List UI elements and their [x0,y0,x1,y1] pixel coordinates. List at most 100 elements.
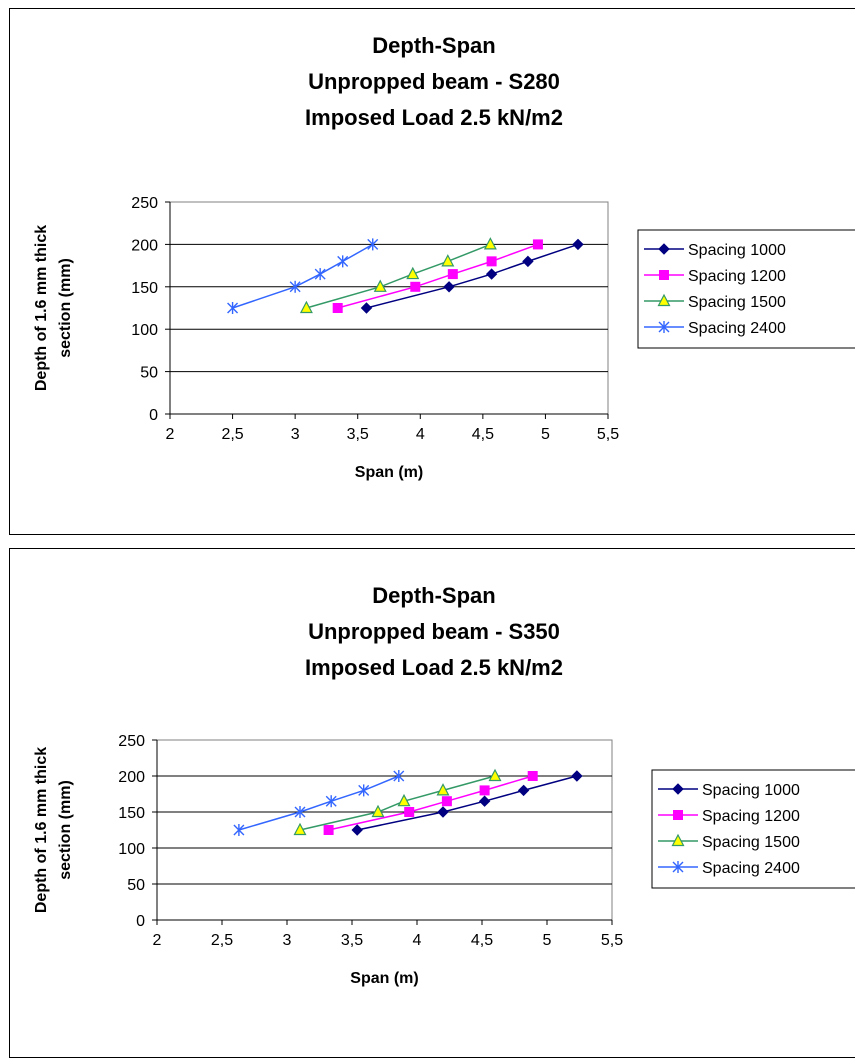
chart-title-line: Unpropped beam - S350 [308,619,560,644]
legend-item: Spacing 2400 [644,320,786,337]
x-tick-label: 2 [153,932,162,949]
data-point [441,254,455,267]
data-point [314,268,326,281]
data-point [522,255,534,268]
y-tick-label: 150 [131,280,158,297]
legend-marker [658,321,670,333]
legend-item: Spacing 1000 [644,242,786,259]
data-point [517,784,530,797]
chart-panel-s350: Depth-Span Unpropped beam - S350 Imposed L… [9,548,855,1058]
data-point [358,784,370,797]
series-group [332,239,543,313]
series-group [227,238,379,314]
data-point [289,280,301,293]
legend-item: Spacing 1500 [658,833,800,851]
x-tick-label: 2,5 [221,426,243,443]
chart-title-line: Unpropped beam - S280 [308,69,560,94]
chart-svg-s350: Depth-Span Unpropped beam - S350 Imposed L… [33,583,855,987]
series-group [351,770,583,836]
legend-marker [657,293,671,307]
data-point [404,807,415,817]
x-tick-label: 2,5 [211,932,233,949]
legend-marker [673,810,683,820]
y-axis-title-line: Depth of 1.6 mm thick [33,747,50,913]
plot-area [169,201,609,415]
y-tick-label: 250 [118,733,145,750]
x-tick-label: 5,5 [601,932,623,949]
x-tick-label: 5 [541,426,550,443]
data-point [325,795,337,808]
y-tick-label: 0 [136,913,145,930]
data-point [367,238,379,251]
data-point [360,302,373,314]
data-point [233,824,245,836]
data-point [485,268,498,280]
x-tick-label: 2 [166,426,175,443]
data-point [479,785,490,796]
legend-item: Spacing 2400 [658,860,800,877]
y-tick-label: 200 [118,769,145,786]
y-tick-label: 150 [118,805,145,822]
x-axis-title: Span (m) [350,970,418,987]
data-point [447,269,458,280]
data-point [443,281,455,293]
data-point [478,795,491,807]
chart-svg-s280: Depth-Span Unpropped beam - S280 Imposed L… [33,33,855,481]
series-group [293,768,502,836]
legend-item: Spacing 1500 [644,293,786,311]
data-point [337,255,349,268]
legend-marker [672,861,684,873]
chart-title-line: Imposed Load 2.5 kN/m2 [305,655,563,680]
data-point [527,771,538,781]
y-axis-title-line: section (mm) [57,780,74,880]
x-tick-label: 5 [543,932,552,949]
data-point [373,279,387,292]
x-tick-label: 4,5 [472,426,494,443]
x-tick-label: 4 [413,932,422,949]
data-point [393,770,405,782]
y-tick-label: 50 [127,877,145,894]
data-point [323,825,334,835]
y-axis-title-line: section (mm) [57,258,74,358]
legend-label: Spacing 1200 [702,808,800,825]
legend-label: Spacing 2400 [702,860,800,877]
legend-label: Spacing 1500 [702,834,800,851]
data-point [571,770,583,782]
plot-area [156,739,613,921]
legend-item: Spacing 1000 [658,782,800,799]
legend-marker [672,783,684,795]
data-point [371,804,385,818]
x-tick-label: 4,5 [471,932,493,949]
y-tick-label: 100 [118,841,145,858]
data-point [406,266,420,280]
x-tick-label: 5,5 [597,426,619,443]
y-tick-label: 50 [140,365,158,382]
data-point [351,824,363,836]
legend-marker [658,243,670,255]
y-tick-label: 0 [149,407,158,424]
legend: Spacing 1000 Spacing 1200 Spacing 1500 Spac… [637,229,855,349]
data-point [572,238,584,251]
data-point [332,303,343,313]
chart-panel-s280: Depth-Span Unpropped beam - S280 Imposed L… [9,8,855,535]
x-axis-title: Span (m) [355,464,423,481]
data-point [486,256,497,267]
y-tick-label: 100 [131,322,158,339]
legend-label: Spacing 1500 [688,294,786,311]
x-tick-label: 3,5 [341,932,363,949]
legend-label: Spacing 1000 [688,242,786,259]
y-tick-label: 200 [131,237,158,254]
data-point [532,239,543,250]
data-point [299,300,313,314]
data-point [441,796,452,807]
legend-marker [659,270,669,280]
data-point [410,281,421,292]
x-tick-label: 4 [416,426,425,443]
data-point [293,822,307,836]
data-point [227,302,239,314]
series-group [360,238,584,314]
legend-label: Spacing 2400 [688,320,786,337]
legend-label: Spacing 1000 [702,782,800,799]
data-point [397,793,411,807]
series-group [233,770,405,836]
